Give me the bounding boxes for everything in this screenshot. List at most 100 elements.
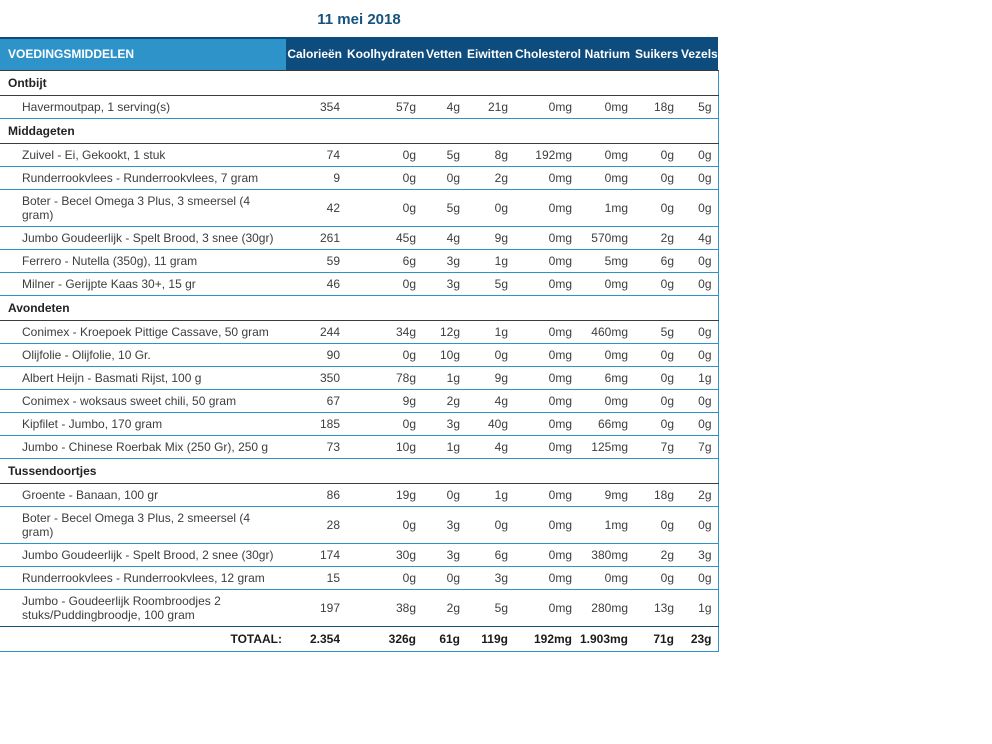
food-value: 0g [346,189,422,227]
food-row: Boter - Becel Omega 3 Plus, 2 smeersel (… [0,506,719,544]
food-value: 0mg [514,343,578,367]
column-header-koolhydraten: Koolhydraten [346,37,424,71]
food-value: 354 [286,95,346,119]
food-row: Runderrookvlees - Runderrookvlees, 7 gra… [0,166,719,190]
food-value: 0mg [578,272,634,296]
page-title: 11 mei 2018 [317,11,401,28]
food-value: 0g [634,166,680,190]
food-value: 1g [466,483,514,507]
food-value: 0g [346,566,422,590]
food-name: Albert Heijn - Basmati Rijst, 100 g [0,366,286,390]
food-value: 4g [680,226,719,250]
food-value: 4g [422,226,466,250]
column-header-eiwitten: Eiwitten [466,37,514,71]
food-value: 0g [634,566,680,590]
section-row-ontbijt: Ontbijt [0,70,719,96]
food-row: Kipfilet - Jumbo, 170 gram 185 0g 3g 40g 0mg 6… [0,412,719,436]
total-row: TOTAAL: 2.354 326g 61g 119g 192mg 1.903mg 71g 23… [0,626,719,652]
food-value: 1g [466,320,514,344]
food-value: 380mg [578,543,634,567]
food-value: 0mg [514,389,578,413]
food-value: 1g [680,366,719,390]
food-value: 0g [680,320,719,344]
total-value: 61g [422,626,466,652]
food-value: 67 [286,389,346,413]
food-value: 0mg [514,589,578,627]
food-value: 244 [286,320,346,344]
food-row: Jumbo - Chinese Roerbak Mix (250 Gr), 25… [0,435,719,459]
food-value: 0g [346,343,422,367]
column-header-voedingsmiddelen: VOEDINGSMIDDELEN [0,37,286,71]
column-header-vetten: Vetten [422,37,466,71]
food-value: 40g [466,412,514,436]
food-name: Boter - Becel Omega 3 Plus, 3 smeersel (… [0,189,286,227]
total-value: 119g [466,626,514,652]
food-value: 0g [346,412,422,436]
food-value: 0mg [514,412,578,436]
food-value: 3g [422,543,466,567]
food-value: 0g [346,166,422,190]
food-value: 9g [346,389,422,413]
total-value: 71g [634,626,680,652]
food-value: 2g [466,166,514,190]
total-value: 2.354 [286,626,346,652]
total-label: TOTAAL: [0,626,286,652]
food-value: 350 [286,366,346,390]
food-value: 0g [634,143,680,167]
food-value: 7g [680,435,719,459]
food-name: Runderrookvlees - Runderrookvlees, 7 gra… [0,166,286,190]
section-row-middageten: Middageten [0,118,719,144]
food-value: 21g [466,95,514,119]
food-row: Olijfolie - Olijfolie, 10 Gr. 90 0g 10g 0g 0m… [0,343,719,367]
table-body: Ontbijt Havermoutpap, 1 serving(s) 354 57g 4… [0,70,719,652]
food-value: 0mg [514,189,578,227]
section-label: Avondeten [0,295,719,321]
food-value: 30g [346,543,422,567]
food-value: 1mg [578,506,634,544]
food-value: 2g [634,543,680,567]
food-value: 90 [286,343,346,367]
food-value: 570mg [578,226,634,250]
food-value: 4g [422,95,466,119]
food-value: 0g [634,412,680,436]
food-value: 0mg [514,249,578,273]
food-row: Boter - Becel Omega 3 Plus, 3 smeersel (… [0,189,719,227]
food-value: 0g [422,483,466,507]
column-header-suikers: Suikers [634,37,680,71]
column-header-cholesterol: Cholesterol [514,37,581,71]
food-value: 0mg [578,389,634,413]
food-row: Jumbo - Goudeerlijk Roombroodjes 2 stuks… [0,589,719,627]
food-value: 0mg [514,226,578,250]
food-diary-report: 11 mei 2018 VOEDINGSMIDDELEN Calorieën K… [0,11,719,652]
food-value: 6mg [578,366,634,390]
food-value: 174 [286,543,346,567]
food-name: Runderrookvlees - Runderrookvlees, 12 gr… [0,566,286,590]
food-value: 0g [634,343,680,367]
food-value: 42 [286,189,346,227]
food-value: 0mg [514,543,578,567]
food-value: 0g [680,506,719,544]
food-name: Conimex - woksaus sweet chili, 50 gram [0,389,286,413]
food-value: 1g [680,589,719,627]
food-value: 1g [422,435,466,459]
food-value: 2g [422,389,466,413]
food-value: 0mg [578,166,634,190]
food-row: Conimex - Kroepoek Pittige Cassave, 50 g… [0,320,719,344]
food-value: 3g [680,543,719,567]
total-value: 192mg [514,626,578,652]
food-value: 10g [346,435,422,459]
food-name: Milner - Gerijpte Kaas 30+, 15 gr [0,272,286,296]
food-value: 0g [466,343,514,367]
food-value: 0mg [514,272,578,296]
food-value: 4g [466,435,514,459]
food-row: Havermoutpap, 1 serving(s) 354 57g 4g 21g 0mg… [0,95,719,119]
food-value: 5g [680,95,719,119]
food-value: 3g [422,412,466,436]
food-value: 9g [466,366,514,390]
section-label: Middageten [0,118,719,144]
food-value: 0g [346,143,422,167]
food-value: 0g [634,189,680,227]
column-header-natrium: Natrium [578,37,634,71]
food-value: 74 [286,143,346,167]
food-row: Zuivel - Ei, Gekookt, 1 stuk 74 0g 5g 8g 192m… [0,143,719,167]
